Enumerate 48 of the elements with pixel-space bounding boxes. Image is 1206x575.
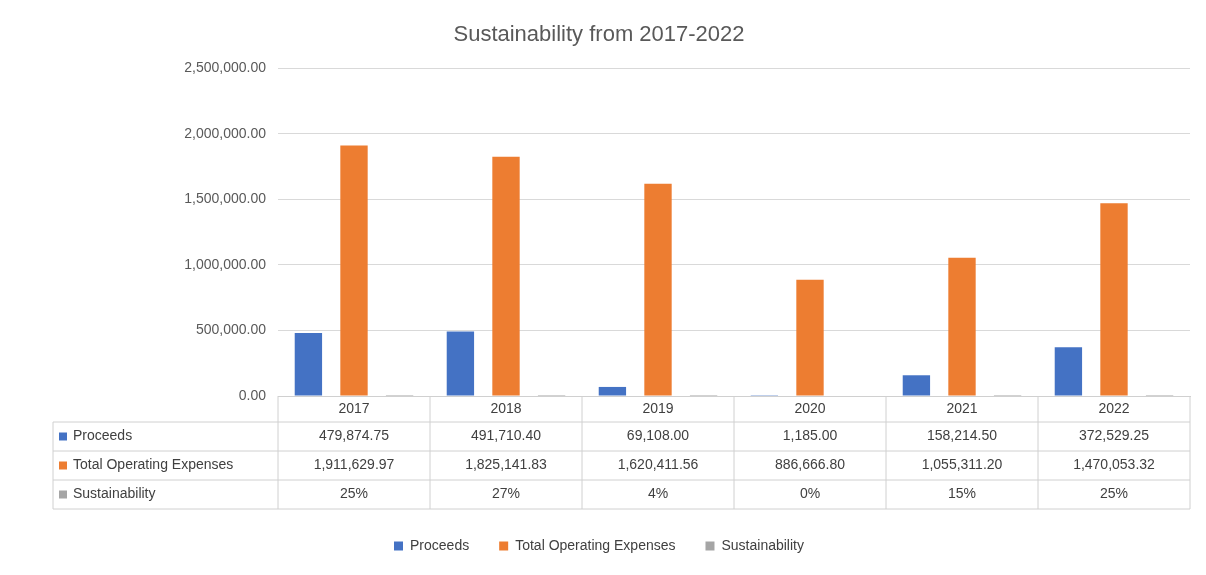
data-label: 1,825,141.83	[465, 456, 548, 473]
y-tick-label: 2,000,000.00	[184, 124, 267, 141]
text: Sustainability	[73, 485, 156, 502]
bar	[340, 145, 368, 396]
bar	[796, 279, 824, 396]
bar	[294, 333, 323, 396]
legend-label: Total Operating Expenses	[73, 456, 234, 473]
bar	[446, 331, 475, 396]
chart-title: Sustainability from 2017-2022	[453, 21, 745, 47]
data-label: 15%	[947, 485, 977, 502]
legend-label: Proceeds	[410, 536, 470, 553]
y-tick-label: 2,500,000.00	[184, 59, 267, 76]
data-label: 372,529.25	[1078, 427, 1150, 444]
data-label: 1,620,411.56	[617, 456, 699, 473]
data-label: 1,470,053.32	[1073, 456, 1156, 473]
data-label: 0%	[799, 485, 821, 502]
y-tick-label: 500,000.00	[195, 321, 267, 338]
bar	[948, 257, 976, 396]
legend-label: Sustainability	[721, 536, 804, 553]
bar	[1100, 203, 1128, 396]
x-tick-label: 2017	[338, 400, 370, 417]
data-label: 479,874.75	[318, 427, 390, 444]
data-label: 69,108.00	[626, 427, 690, 444]
bar	[1054, 347, 1083, 396]
bar	[902, 375, 931, 396]
text: Proceeds	[73, 427, 133, 444]
x-tick-label: 2022	[1098, 400, 1130, 417]
data-label: 25%	[339, 485, 369, 502]
x-tick-label: 2018	[490, 400, 522, 417]
data-label: 27%	[491, 485, 521, 502]
data-label: 158,214.50	[926, 427, 998, 444]
data-label: 491,710.40	[470, 427, 542, 444]
text: Total Operating Expenses	[515, 536, 676, 553]
y-tick-label: 1,000,000.00	[184, 255, 267, 272]
data-label: 886,666.80	[774, 456, 846, 473]
y-tick-label: 0.00	[238, 386, 267, 403]
bar	[644, 183, 672, 396]
x-tick-label: 2019	[642, 400, 674, 417]
y-tick-label: 1,500,000.00	[184, 190, 267, 207]
data-label: 1,055,311.20	[921, 456, 1003, 473]
data-label: 4%	[647, 485, 669, 502]
data-label: 1,185.00	[782, 427, 838, 444]
x-tick-label: 2021	[946, 400, 978, 417]
data-label: 1,911,629.97	[313, 456, 395, 473]
data-label: 25%	[1099, 485, 1129, 502]
bar	[598, 386, 627, 396]
bar	[492, 156, 520, 396]
x-tick-label: 2020	[794, 400, 826, 417]
